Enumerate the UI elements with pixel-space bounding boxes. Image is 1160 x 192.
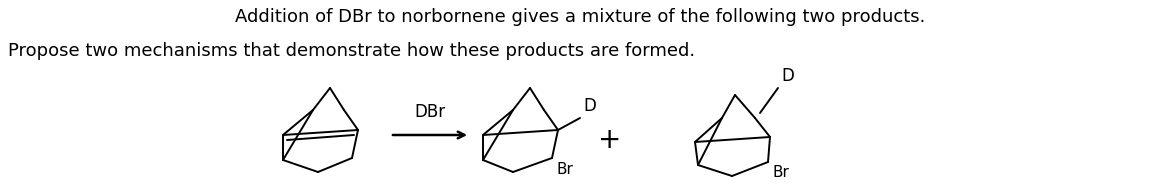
- Text: Propose two mechanisms that demonstrate how these products are formed.: Propose two mechanisms that demonstrate …: [8, 42, 695, 60]
- Text: +: +: [599, 126, 622, 154]
- Text: Br: Br: [773, 165, 789, 180]
- Text: D: D: [583, 97, 596, 115]
- Text: Br: Br: [556, 162, 573, 177]
- Text: DBr: DBr: [414, 103, 445, 121]
- Text: Addition of DBr to norbornene gives a mixture of the following two products.: Addition of DBr to norbornene gives a mi…: [234, 8, 926, 26]
- Text: D: D: [781, 67, 793, 85]
